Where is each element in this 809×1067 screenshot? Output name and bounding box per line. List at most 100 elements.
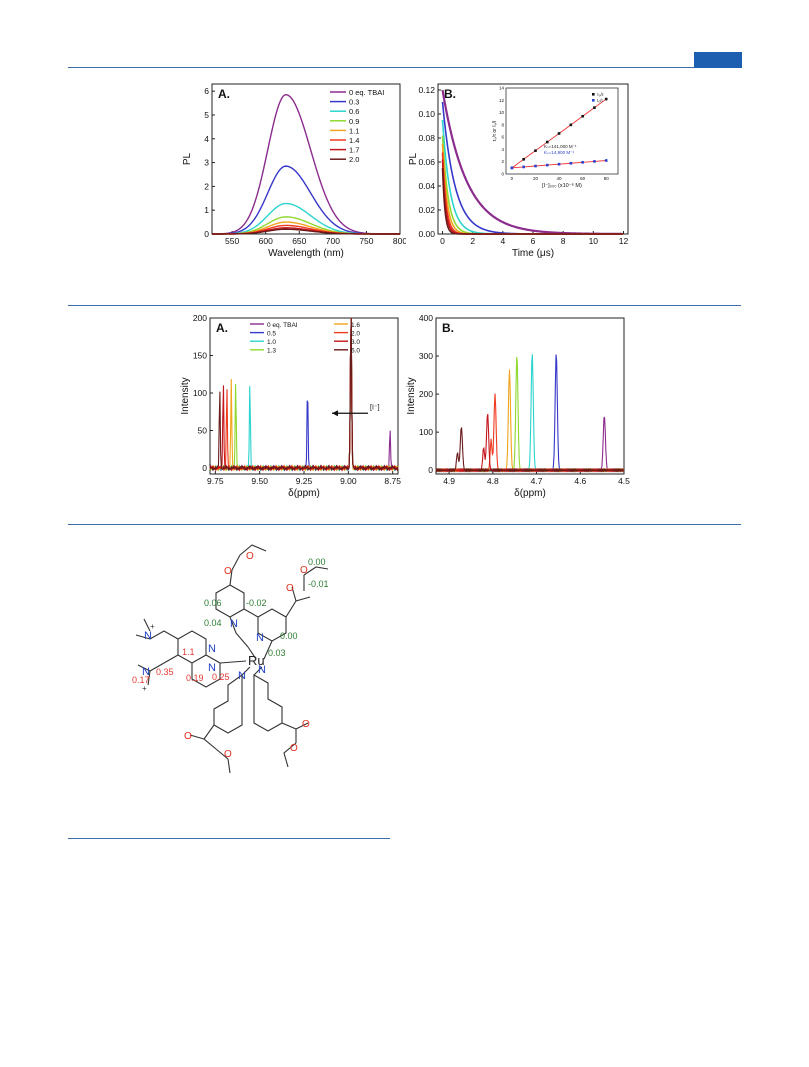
x-tick-label: 9.75	[207, 476, 224, 486]
inset-y-tick-label: 10	[499, 110, 505, 115]
inset-y-tick-label: 2	[501, 159, 504, 164]
inset-point	[545, 140, 549, 144]
figure1-panel-b-chart: 0 2 4 6 8 10 12 0.00 0.02 0.04 0.06 0.08 0.10 0.12 Tim…	[408, 83, 629, 259]
y-tick-label: 0.00	[418, 229, 435, 239]
shift-label-red: 1.1	[182, 647, 195, 657]
plot-frame	[209, 317, 399, 475]
figure1-panel-a-chart: 550 600 650 700 750 800 0 1 2 3 4 5 6 Wavelength (nm)…	[182, 83, 406, 259]
shift-label-green: 0.06	[204, 598, 222, 608]
nitrogen-label: N	[142, 666, 150, 678]
inset-point	[569, 123, 573, 127]
y-tick-label: 0.02	[418, 205, 435, 215]
figure3-bottom-rule	[68, 838, 390, 839]
legend-label: 0 eq. TBAI	[349, 88, 384, 97]
legend-label: 1.0	[267, 339, 276, 346]
nmr-trace-2	[209, 317, 399, 472]
x-tick-label: 550	[225, 236, 239, 246]
legend-label: 0.5	[267, 330, 276, 337]
x-tick-label: 4.6	[574, 476, 586, 486]
y-tick-label: 1	[204, 205, 209, 215]
x-tick-label: 6	[531, 236, 536, 246]
inset-y-axis-label: τ₀/τ or I₀/I	[492, 121, 498, 142]
x-tick-label: 800	[393, 236, 406, 246]
panel-label: A.	[216, 321, 228, 335]
inset-point	[604, 159, 608, 162]
header-rule	[68, 67, 741, 68]
legend-label: 1.1	[349, 126, 359, 135]
nmr-trace-6	[209, 317, 399, 472]
x-tick-label: 700	[326, 236, 340, 246]
x-tick-label: 4.8	[487, 476, 499, 486]
oxygen-label: O	[246, 551, 254, 562]
inset-x-tick-label: 60	[580, 176, 586, 181]
x-tick-label: 600	[259, 236, 273, 246]
inset-legend-marker	[592, 99, 595, 102]
y-tick-label: 0.08	[418, 133, 435, 143]
figure2-panel-b-chart: 4.9 4.8 4.7 4.6 4.5 0 100 200 300 400 δ(ppm) Intens…	[406, 313, 630, 499]
y-tick-label: 300	[419, 351, 433, 361]
x-tick-label: 4.7	[531, 476, 543, 486]
shift-label-green: -0.01	[308, 579, 329, 589]
inset-x-axis-label: [I⁻]₀₀₀ (x10⁻⁶ M)	[542, 182, 582, 189]
y-tick-label: 150	[193, 351, 207, 361]
inset-point	[593, 106, 596, 109]
shift-label-red: 0.19	[186, 673, 204, 683]
x-tick-label: 2	[470, 236, 475, 246]
inset-annotation: Kₛ=14,900 M⁻¹	[544, 150, 574, 155]
inset-y-tick-label: 12	[499, 98, 505, 103]
inset-point	[522, 157, 525, 161]
inset-legend-marker	[592, 93, 595, 96]
inset-annotation: Kₛ=141,000 M⁻¹	[544, 144, 577, 149]
x-tick-label: 4.5	[618, 476, 630, 486]
inset-point	[510, 166, 514, 170]
inset-point	[569, 161, 573, 165]
figure1-bottom-rule	[68, 305, 741, 306]
shift-label-red: 0.17	[132, 675, 150, 685]
y-tick-label: 100	[419, 427, 433, 437]
spectrum-line-1	[212, 165, 400, 235]
x-axis-label: δ(ppm)	[514, 488, 546, 499]
inset-y-tick-label: 6	[501, 135, 504, 140]
oxygen-label: O	[290, 743, 298, 754]
x-tick-label: 12	[619, 236, 629, 246]
shift-label-red: 0.25	[212, 672, 230, 682]
figure3-ru-complex-structure: O O O O O O O O N N N N N N N N + + Ru 0…	[132, 544, 329, 774]
legend-label: 0.9	[349, 117, 359, 126]
arrow-label: [I⁻]	[370, 404, 380, 411]
panel-label: B.	[444, 87, 456, 101]
nmr-trace-7	[209, 317, 399, 472]
shift-label-green: -0.02	[246, 598, 267, 608]
inset-point	[534, 149, 537, 152]
metal-center-label: Ru	[248, 653, 265, 668]
x-tick-label: 750	[359, 236, 373, 246]
legend-label: 6.0	[351, 348, 360, 355]
x-tick-label: 9.50	[251, 476, 268, 486]
legend-label: 2.0	[351, 330, 360, 337]
header-badge	[694, 52, 742, 68]
inset-point	[522, 165, 525, 169]
x-axis-label: Wavelength (nm)	[268, 248, 344, 259]
x-tick-label: 9.25	[296, 476, 313, 486]
x-tick-label: 4	[500, 236, 505, 246]
nitrogen-label: N	[208, 643, 216, 655]
nitrogen-label: N	[230, 618, 238, 630]
legend-label: 0.3	[349, 98, 359, 107]
inset-point	[545, 163, 549, 167]
y-tick-label: 0.12	[418, 85, 435, 95]
inset-point	[557, 132, 561, 135]
inset-y-tick-label: 0	[501, 172, 504, 177]
plot-frame	[435, 317, 625, 475]
inset-point	[534, 164, 537, 168]
y-tick-label: 200	[419, 389, 433, 399]
inset-x-tick-label: 40	[557, 176, 563, 181]
x-tick-label: 9.00	[340, 476, 357, 486]
y-tick-label: 4	[204, 134, 209, 144]
spectrum-line-0	[211, 93, 400, 235]
legend-label: 1.6	[351, 322, 360, 329]
spectrum-line-7	[212, 228, 400, 235]
inset-legend-label: τ₀/τ	[597, 92, 604, 97]
inset-legend-label: I₀/I	[597, 98, 603, 103]
nitrogen-label: N	[238, 670, 246, 682]
x-tick-label: 0	[440, 236, 445, 246]
figure2-panel-a-chart: 9.75 9.50 9.25 9.00 8.75 0 50 100 150 200 δ(ppm) In…	[180, 313, 401, 499]
